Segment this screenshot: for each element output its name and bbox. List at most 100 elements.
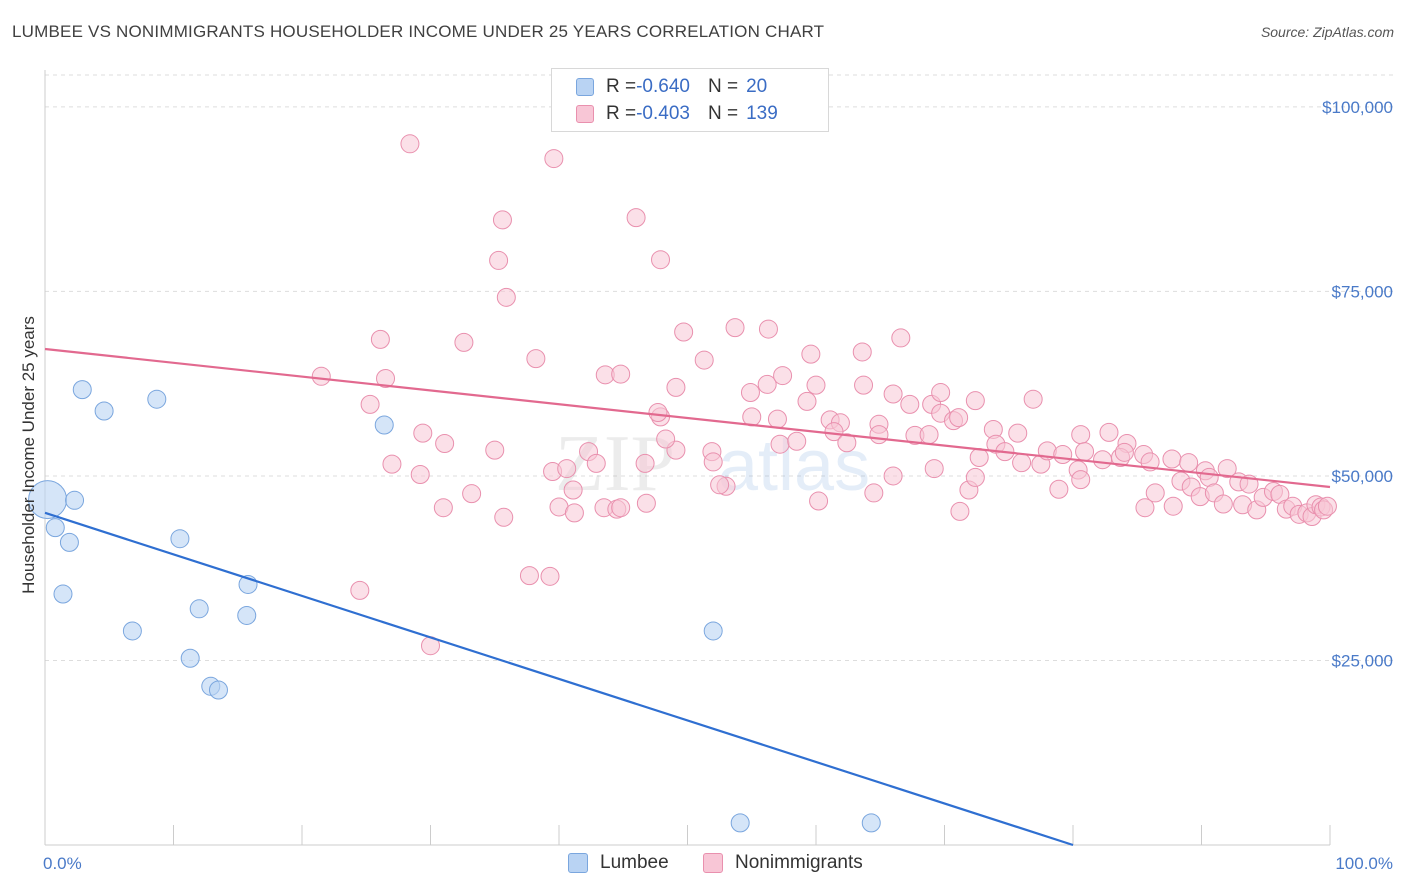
- lumbee-point: [147, 389, 167, 409]
- nonimmigrants-point: [1093, 450, 1113, 470]
- nonimmigrants-point: [1099, 422, 1119, 442]
- nonimmigrants-point: [435, 433, 455, 453]
- nonimmigrants-point: [1071, 470, 1091, 490]
- trend-lines: [44, 347, 1331, 847]
- nonimmigrants-point: [563, 480, 583, 500]
- y-tick-label: $75,000: [1332, 282, 1393, 301]
- legend-item-nonimmigrants[interactable]: Nonimmigrants: [703, 852, 863, 874]
- lumbee-point: [208, 680, 228, 700]
- source-label: Source: ZipAtlas.com: [1260, 24, 1394, 40]
- nonimmigrants-point: [965, 391, 985, 411]
- lumbee-point: [730, 813, 750, 833]
- correlation-legend: R = -0.640 N = 20 R = -0.403 N = 139: [551, 68, 829, 132]
- legend-n-value: 20: [746, 76, 768, 97]
- nonimmigrants-point: [1217, 459, 1237, 479]
- nonimmigrants-point: [636, 493, 656, 513]
- lumbee-point: [72, 380, 92, 400]
- nonimmigrants-point: [674, 322, 694, 342]
- nonimmigrants-point: [767, 409, 787, 429]
- lumbee-point: [94, 401, 114, 421]
- nonimmigrants-point: [773, 366, 793, 386]
- nonimmigrants-point: [526, 349, 546, 369]
- lumbee-point: [170, 529, 190, 549]
- lumbee-point: [703, 621, 723, 641]
- legend-r-label: R =: [606, 103, 637, 124]
- nonimmigrants-point: [564, 503, 584, 523]
- lumbee-point: [861, 813, 881, 833]
- nonimmigrants-point: [1162, 449, 1182, 469]
- nonimmigrants-trend-line: [44, 347, 1331, 489]
- nonimmigrants-point: [1012, 453, 1032, 473]
- nonimmigrants-point: [376, 369, 396, 389]
- lumbee-point: [65, 490, 85, 510]
- nonimmigrants-swatch: [703, 853, 723, 873]
- nonimmigrants-point: [540, 566, 560, 586]
- lumbee-point: [59, 532, 79, 552]
- legend-row-lumbee: R = -0.640 N = 20: [576, 75, 767, 99]
- lumbee-swatch: [576, 78, 594, 96]
- nonimmigrants-point: [494, 507, 514, 527]
- nonimmigrants-point: [557, 459, 577, 479]
- legend-row-nonimmigrants: R = -0.403 N = 139: [576, 102, 778, 126]
- nonimmigrants-point: [758, 319, 778, 339]
- y-axis-title: Householder Income Under 25 years: [19, 316, 38, 594]
- lumbee-trend-line: [44, 511, 1074, 847]
- nonimmigrants-point: [757, 374, 777, 394]
- nonimmigrants-point: [413, 423, 433, 443]
- nonimmigrants-point: [852, 342, 872, 362]
- nonimmigrants-point: [806, 375, 826, 395]
- nonimmigrants-point: [797, 391, 817, 411]
- nonimmigrants-point: [454, 332, 474, 352]
- nonimmigrants-point: [1163, 496, 1183, 516]
- nonimmigrants-point: [626, 208, 646, 228]
- nonimmigrants-point: [837, 433, 857, 453]
- legend-r-label: R =: [606, 76, 637, 97]
- nonimmigrants-point: [924, 459, 944, 479]
- lumbee-point: [189, 599, 209, 619]
- nonimmigrants-point: [1145, 483, 1165, 503]
- nonimmigrants-point: [801, 344, 821, 364]
- nonimmigrants-point: [544, 149, 564, 169]
- y-tick-label: $25,000: [1332, 651, 1393, 670]
- lumbee-swatch: [568, 853, 588, 873]
- nonimmigrants-point: [1023, 389, 1043, 409]
- tick-labels: $25,000 $50,000 $75,000 $100,000 0.0% 100.0%: [43, 98, 1393, 873]
- nonimmigrants-point: [965, 467, 985, 487]
- nonimmigrants-point: [824, 422, 844, 442]
- nonimmigrants-point: [485, 440, 505, 460]
- lumbee-point: [53, 584, 73, 604]
- lumbee-point: [237, 605, 257, 625]
- nonimmigrants-point: [969, 448, 989, 467]
- nonimmigrants-point: [809, 491, 829, 511]
- lumbee-point: [374, 415, 394, 435]
- nonimmigrants-point: [770, 434, 790, 454]
- legend-item-lumbee[interactable]: Lumbee: [568, 852, 669, 874]
- nonimmigrants-point: [787, 431, 807, 451]
- nonimmigrants-point: [740, 383, 760, 403]
- nonimmigrants-swatch: [576, 105, 594, 123]
- nonimmigrants-point: [1071, 425, 1091, 445]
- nonimmigrants-point: [651, 250, 671, 270]
- nonimmigrants-point: [703, 452, 723, 472]
- nonimmigrants-point: [1179, 453, 1199, 473]
- nonimmigrants-point: [919, 425, 939, 445]
- lumbee-point: [122, 621, 142, 641]
- nonimmigrants-point: [900, 394, 920, 414]
- grid-lines: [45, 74, 1393, 661]
- nonimmigrants-point: [410, 464, 430, 484]
- nonimmigrants-point: [931, 383, 951, 403]
- nonimmigrants-point: [1075, 442, 1095, 462]
- nonimmigrants-point: [586, 453, 606, 473]
- axes: [44, 70, 1331, 846]
- legend-label-lumbee: Lumbee: [600, 852, 669, 873]
- nonimmigrants-point: [492, 210, 512, 230]
- nonimmigrants-point: [611, 364, 631, 384]
- lumbee-point: [180, 648, 200, 668]
- nonimmigrants-point: [949, 408, 969, 428]
- nonimmigrants-point: [666, 377, 686, 397]
- nonimmigrants-point: [854, 375, 874, 395]
- nonimmigrants-point: [883, 466, 903, 486]
- y-tick-label: $100,000: [1322, 98, 1393, 117]
- legend-r-value: -0.640: [636, 76, 690, 97]
